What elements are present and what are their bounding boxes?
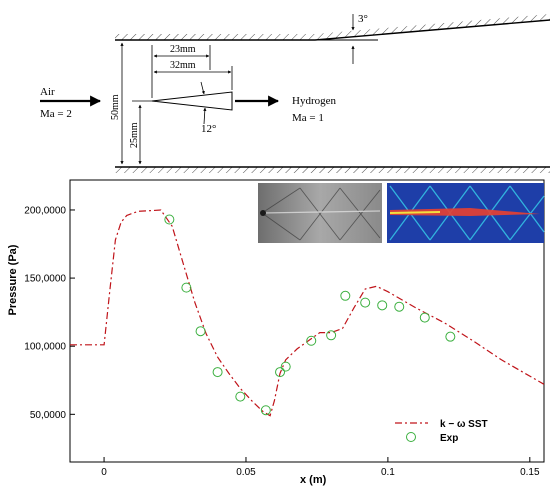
exp-point [195, 326, 206, 337]
y-tick-label: 200,0000 [24, 205, 66, 216]
wedge-angle-marker: 12° [200, 81, 216, 135]
x-tick-label: 0.1 [381, 467, 395, 478]
legend-exp-label: Exp [440, 433, 458, 444]
channel-schematic: 3° 50mm 25mm 23mm 32mm [40, 13, 550, 173]
hydrogen-mach-label: Ma = 1 [292, 112, 324, 124]
air-inflow: Air Ma = 2 [40, 86, 102, 120]
legend-exp-swatch [406, 432, 416, 442]
wall-angle-label: 3° [358, 13, 368, 25]
x-tick-label: 0.15 [520, 467, 540, 478]
cfd-inset [387, 183, 545, 243]
wedge-angle-label: 12° [201, 123, 216, 135]
exp-point [394, 301, 405, 312]
y-axis-label: Pressure (Pa) [7, 244, 19, 315]
wall-angle-marker: 3° [351, 13, 368, 64]
dim-32-label: 32mm [170, 60, 196, 71]
exp-point [306, 335, 317, 346]
injector-height-dimension: 25mm [129, 100, 152, 165]
sst-series-path [70, 209, 545, 417]
x-tick-label: 0.05 [236, 467, 256, 478]
dim-25-label: 25mm [129, 122, 140, 148]
legend-sst-label: k − ω SST [440, 419, 488, 430]
plot-frame [69, 179, 545, 463]
air-label: Air [40, 86, 55, 98]
y-tick-label: 50,0000 [30, 410, 67, 421]
exp-point [360, 297, 371, 308]
exp-point [377, 300, 388, 311]
exp-point [212, 367, 223, 378]
exp-point [181, 282, 192, 293]
hydrogen-label: Hydrogen [292, 95, 336, 107]
injector-wedge [151, 45, 233, 111]
exp-point [280, 361, 291, 372]
exp-point [164, 214, 175, 225]
top-wall [115, 14, 550, 41]
bottom-wall [115, 166, 550, 173]
exp-point [275, 367, 286, 378]
exp-series-points [164, 214, 456, 416]
air-mach-label: Ma = 2 [40, 108, 72, 120]
length-dimensions: 23mm 32mm [153, 44, 232, 74]
dim-50-label: 50mm [110, 94, 121, 120]
exp-point [445, 331, 456, 342]
schlieren-inset [258, 183, 382, 243]
x-axis-ticks: 0 0.05 0.1 0.15 [101, 457, 540, 478]
exp-point [260, 405, 271, 416]
pressure-chart: 0 0.05 0.1 0.15 50,0000 100,0000 150,0000 200,… [7, 179, 545, 486]
dim-23-label: 23mm [170, 44, 196, 55]
legend: k − ω SST Exp [395, 419, 488, 444]
height-dimension: 50mm [110, 42, 124, 165]
sst-series-line [70, 209, 545, 417]
y-tick-label: 150,0000 [24, 274, 66, 285]
x-tick-label: 0 [101, 467, 107, 478]
exp-point [326, 330, 337, 341]
y-tick-label: 100,0000 [24, 342, 66, 353]
x-axis-label: x (m) [300, 474, 327, 486]
exp-point [340, 290, 351, 301]
exp-point [235, 391, 246, 402]
exp-point [419, 312, 430, 323]
y-axis-ticks: 50,0000 100,0000 150,0000 200,0000 [24, 205, 75, 421]
hydrogen-outflow: Hydrogen Ma = 1 [235, 95, 336, 124]
